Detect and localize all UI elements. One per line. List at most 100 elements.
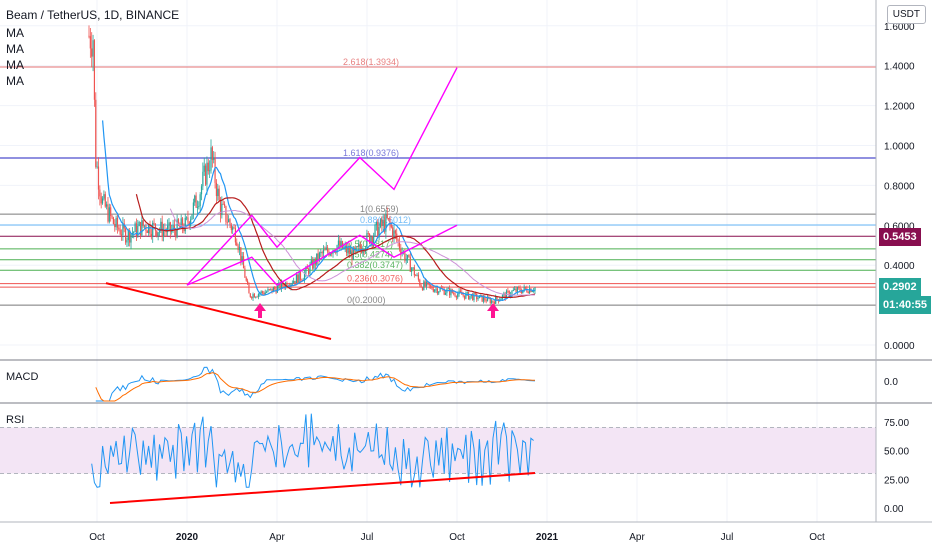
price-tick-label: 0.0000 bbox=[884, 341, 915, 352]
candle-body bbox=[209, 170, 211, 172]
moving-averages bbox=[102, 120, 536, 302]
candle-body bbox=[511, 290, 513, 295]
candle-body bbox=[398, 241, 401, 249]
candle-body bbox=[264, 292, 266, 295]
candle-body bbox=[135, 223, 138, 237]
candle-body bbox=[162, 229, 165, 237]
candle-body bbox=[125, 228, 127, 243]
candle-body bbox=[411, 268, 413, 272]
candle-body bbox=[237, 245, 239, 251]
candle-body bbox=[373, 235, 375, 243]
candle-body bbox=[481, 295, 483, 302]
candle-body bbox=[420, 285, 422, 288]
candle-body bbox=[482, 296, 485, 302]
candle-body bbox=[394, 230, 396, 234]
candle-body bbox=[489, 298, 491, 304]
countdown-tag: 01:40:55 bbox=[879, 296, 932, 314]
candle-body bbox=[272, 287, 274, 293]
ma-label[interactable]: MA bbox=[6, 74, 24, 88]
overlays bbox=[105, 67, 499, 340]
candle-body bbox=[261, 291, 264, 293]
candle-body bbox=[116, 217, 119, 228]
candle-body bbox=[99, 189, 101, 197]
candle-body bbox=[282, 281, 284, 286]
candle-body bbox=[143, 225, 146, 227]
rsi-tick-label: 50.00 bbox=[884, 447, 909, 458]
fib-label: 0.382(0.3747) bbox=[347, 260, 403, 270]
candle-body bbox=[358, 244, 360, 247]
candle-body bbox=[313, 258, 315, 269]
candle-body bbox=[195, 195, 197, 208]
chart-title: Beam / TetherUS, 1D, BINANCE bbox=[6, 8, 180, 22]
candle-body bbox=[405, 258, 407, 261]
candle-body bbox=[192, 202, 194, 215]
candle-body bbox=[91, 48, 93, 57]
candle-body bbox=[383, 219, 386, 232]
ma-label[interactable]: MA bbox=[6, 58, 24, 72]
candle-body bbox=[345, 245, 348, 253]
candle-body bbox=[504, 293, 506, 299]
candle-body bbox=[120, 234, 123, 236]
candle-body bbox=[101, 198, 104, 204]
time-tick-label: 2021 bbox=[536, 532, 559, 543]
candle-body bbox=[508, 290, 510, 297]
last-price-tag[interactable]: 0.2902 bbox=[879, 278, 921, 296]
candle-body bbox=[230, 224, 232, 230]
candle-body bbox=[186, 217, 188, 219]
candle-body bbox=[233, 227, 235, 229]
candle-body bbox=[139, 221, 142, 236]
candle-body bbox=[295, 274, 298, 284]
candle-body bbox=[424, 281, 426, 287]
macd-line bbox=[95, 366, 536, 402]
candle-body bbox=[524, 286, 527, 289]
candle-body bbox=[362, 250, 364, 253]
ma-label[interactable]: MA bbox=[6, 42, 24, 56]
candle-body bbox=[221, 203, 223, 215]
candle-body bbox=[183, 228, 185, 232]
candle-body bbox=[435, 288, 437, 290]
currency-button[interactable]: USDT bbox=[886, 5, 926, 24]
candle-body bbox=[211, 147, 213, 160]
time-tick-label: Apr bbox=[629, 532, 645, 543]
candle-body bbox=[251, 296, 253, 299]
candle-body bbox=[172, 225, 174, 230]
candle-body bbox=[516, 286, 518, 292]
candle-body bbox=[448, 288, 451, 296]
candle-body bbox=[244, 268, 246, 278]
ma-label[interactable]: MA bbox=[6, 26, 24, 40]
candle-body bbox=[149, 224, 151, 235]
candle-body bbox=[390, 224, 392, 228]
candle-body bbox=[115, 217, 117, 228]
candle-body bbox=[377, 222, 379, 238]
candle-body bbox=[533, 290, 535, 292]
time-tick-label: Apr bbox=[269, 532, 285, 543]
candle-body bbox=[110, 207, 112, 216]
candle-body bbox=[177, 219, 180, 225]
candle-body bbox=[379, 219, 382, 227]
candle-body bbox=[280, 281, 283, 289]
alert-price-tag[interactable]: 0.5453 bbox=[879, 228, 921, 246]
candle-body bbox=[238, 247, 241, 251]
macd-signal-line bbox=[95, 372, 536, 402]
candle-body bbox=[415, 275, 417, 277]
candle-body bbox=[470, 294, 472, 297]
candle-body bbox=[88, 35, 90, 37]
candle-body bbox=[252, 294, 254, 299]
candle-body bbox=[392, 227, 394, 238]
candle-body bbox=[181, 218, 184, 229]
candle-body bbox=[397, 239, 399, 242]
candle-body bbox=[485, 300, 487, 302]
candle-body bbox=[93, 40, 96, 100]
candle-body bbox=[389, 218, 391, 225]
candle-body bbox=[486, 296, 489, 302]
candle-body bbox=[150, 234, 152, 237]
macd-label: MACD bbox=[6, 371, 39, 383]
candle-body bbox=[337, 240, 340, 246]
candle-body bbox=[134, 223, 136, 232]
candle-body bbox=[130, 234, 132, 243]
candle-body bbox=[324, 249, 326, 251]
candle-body bbox=[348, 247, 350, 254]
candle-body bbox=[234, 228, 237, 243]
candle-body bbox=[286, 282, 288, 288]
